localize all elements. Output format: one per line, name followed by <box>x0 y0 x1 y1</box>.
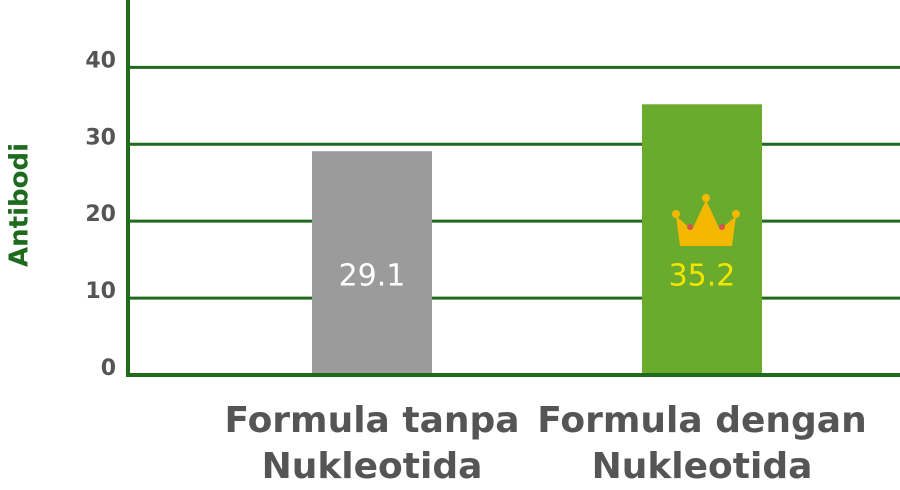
value-label: 29.1 <box>339 259 406 294</box>
value-label: 35.2 <box>669 259 736 294</box>
y-tick-label: 20 <box>85 202 116 227</box>
bar <box>312 151 432 375</box>
y-tick-label: 10 <box>85 279 116 304</box>
y-tick-label: 0 <box>101 356 116 381</box>
crown-icon <box>672 194 740 246</box>
y-tick-label: 30 <box>85 125 116 150</box>
x-tick-label: Formula dengan Nukleotida <box>537 400 866 487</box>
y-tick-label: 40 <box>85 48 116 73</box>
y-axis-title: Antibodi <box>5 143 35 267</box>
x-tick-label: Formula tanpa Nukleotida <box>224 400 519 487</box>
